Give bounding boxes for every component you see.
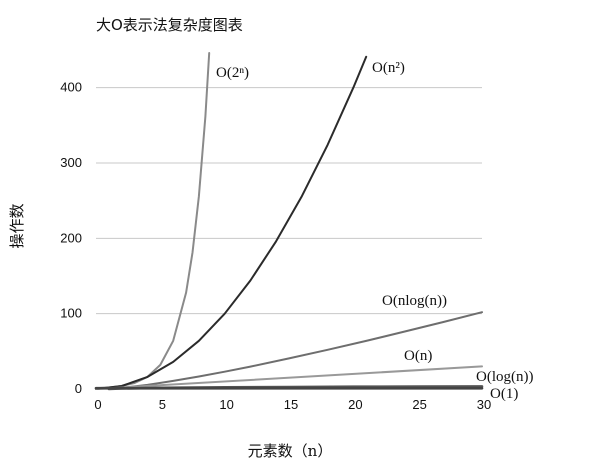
y-axis-label: 操作数 — [8, 203, 26, 248]
series-label: O(log(n)) — [476, 369, 533, 385]
x-tick-label: 15 — [284, 397, 298, 412]
series-label: O(1) — [490, 386, 518, 402]
y-tick-label: 0 — [75, 381, 82, 396]
series-line — [95, 55, 368, 390]
chart-title: 大O表示法复杂度图表 — [96, 16, 243, 34]
series-line — [95, 365, 483, 390]
series-label: O(n) — [404, 348, 432, 364]
x-tick-label: 5 — [159, 397, 166, 412]
series-label: O(n²) — [372, 60, 405, 76]
x-tick-label: 30 — [477, 397, 491, 412]
x-tick-label: 25 — [412, 397, 426, 412]
series-layer — [94, 52, 484, 391]
series-label: O(2ⁿ) — [216, 65, 249, 81]
series-line — [107, 311, 483, 390]
x-tick-label: 10 — [219, 397, 233, 412]
x-tick-label: 20 — [348, 397, 362, 412]
y-tick-label: 400 — [60, 80, 82, 95]
grid-layer — [96, 87, 482, 390]
series-line — [95, 52, 211, 390]
series-label-layer: O(2ⁿ) O(n²) O(nlog(n)) O(n) O(log(n))O(1) — [216, 60, 533, 402]
series-label: O(nlog(n)) — [382, 293, 447, 309]
x-tick-label: 0 — [94, 397, 101, 412]
y-tick-label: 200 — [60, 230, 82, 245]
y-tick-label: 100 — [60, 306, 82, 321]
y-tick-label: 300 — [60, 155, 82, 170]
tick-layer: 0 100 200 300 400 0 5 10 15 20 25 30 — [60, 80, 491, 412]
x-axis-label: 元素数（n） — [248, 442, 333, 460]
